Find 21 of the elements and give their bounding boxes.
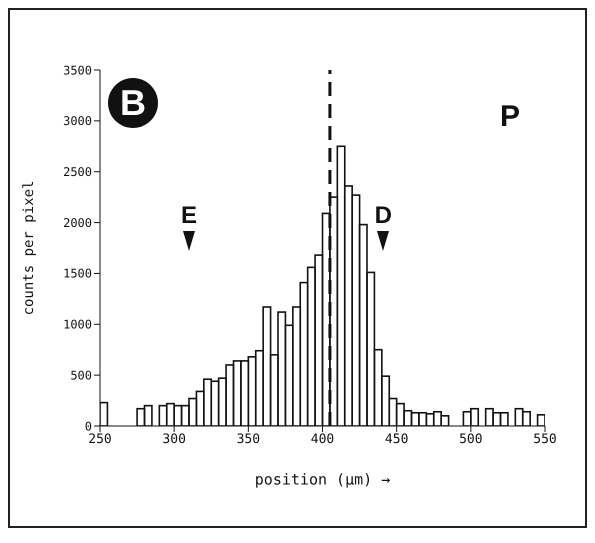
x-tick-label: 450: [384, 432, 408, 448]
y-tick-label: 0: [84, 419, 92, 434]
annotation: E: [180, 202, 198, 229]
x-tick-label: 400: [310, 432, 334, 448]
y-tick-label: 1000: [63, 318, 92, 332]
annotation: D: [374, 202, 393, 229]
y-tick-label: 3500: [63, 63, 92, 78]
y-tick-label: 500: [70, 368, 92, 382]
x-tick-label: 300: [162, 432, 186, 448]
x-tick-label: 550: [533, 432, 557, 448]
x-tick-label: 500: [459, 432, 483, 448]
x-axis-title: position (μm) →: [254, 470, 390, 489]
y-tick-label: 2000: [63, 216, 92, 230]
y-tick-label: 3000: [63, 114, 92, 128]
y-axis-title: counts per pixel: [20, 180, 37, 316]
y-tick-label: 2500: [63, 164, 92, 179]
x-tick-label: 250: [88, 432, 112, 448]
x-tick-label: 350: [236, 432, 260, 448]
y-tick-label: 1500: [63, 266, 92, 281]
circle-badge: B: [108, 78, 158, 128]
annotation: P: [500, 100, 520, 134]
